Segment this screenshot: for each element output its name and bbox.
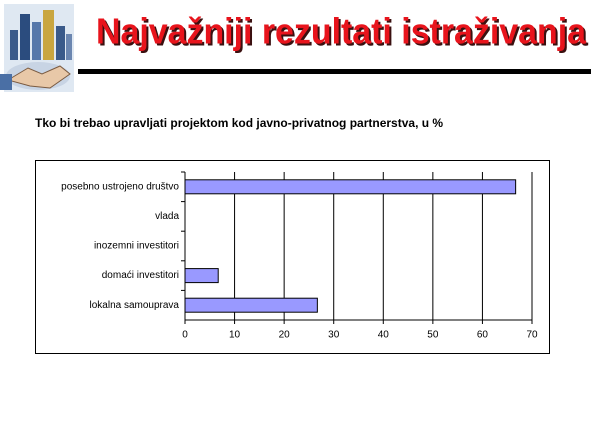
x-tick-label: 40: [378, 330, 390, 341]
y-tick-label: domaći investitori: [102, 270, 179, 281]
x-tick-label: 60: [477, 330, 489, 341]
y-tick-label: posebno ustrojeno društvo: [61, 181, 179, 192]
x-tick-label: 20: [279, 330, 291, 341]
title-rule: [78, 69, 591, 74]
chart-title: Tko bi trebao upravljati projektom kod j…: [35, 116, 443, 130]
y-tick-label: vlada: [155, 211, 179, 222]
x-tick-label: 70: [526, 330, 538, 341]
slide: Najvažniji rezultati istraživanja Najvaž…: [0, 0, 591, 444]
page: {"header": {"title": "Najvažniji rezulta…: [0, 0, 591, 444]
x-tick-label: 0: [182, 330, 188, 341]
bar: [185, 269, 218, 283]
x-tick-label: 30: [328, 330, 340, 341]
bar: [185, 180, 516, 194]
bar: [185, 298, 317, 312]
slide-title: Najvažniji rezultati istraživanja: [96, 11, 587, 52]
logo-icon: [0, 4, 74, 92]
x-tick-label: 50: [427, 330, 439, 341]
y-tick-label: inozemni investitori: [94, 241, 179, 252]
y-tick-label: lokalna samouprava: [90, 300, 180, 311]
x-tick-label: 10: [229, 330, 241, 341]
